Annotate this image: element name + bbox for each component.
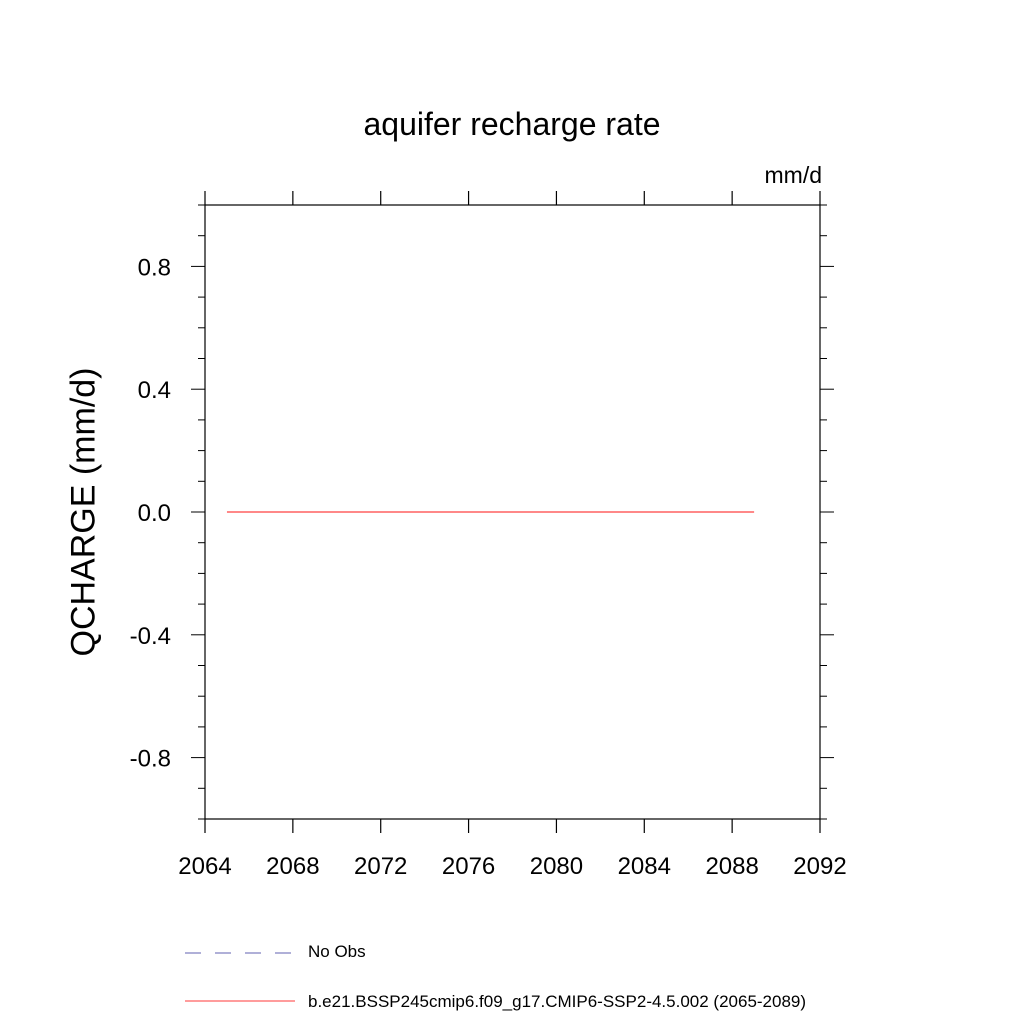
legend-label-no-obs: No Obs [308, 942, 366, 961]
y-tick-label: -0.4 [130, 623, 171, 650]
y-tick-label: 0.8 [138, 254, 171, 281]
x-tick-label: 2088 [705, 853, 758, 880]
chart-title: aquifer recharge rate [363, 106, 661, 142]
legend-label-model-run: b.e21.BSSP245cmip6.f09_g17.CMIP6-SSP2-4.… [308, 992, 807, 1011]
x-tick-label: 2084 [618, 853, 671, 880]
x-tick-label: 2068 [266, 853, 319, 880]
x-tick-label: 2072 [354, 853, 407, 880]
y-tick-label: 0.4 [138, 377, 171, 404]
legend-lines [185, 952, 295, 1002]
y-tick-label: -0.8 [130, 746, 171, 773]
y-tick-label: 0.0 [138, 500, 171, 527]
x-tick-label: 2080 [530, 853, 583, 880]
plot-axes: 2064 2068 2072 2076 2080 2084 2088 2092 0.8 0.4 0.… [130, 191, 847, 880]
x-tick-label: 2076 [442, 853, 495, 880]
x-tick-label: 2092 [793, 853, 846, 880]
x-tick-label: 2064 [178, 853, 231, 880]
units-label: mm/d [764, 162, 823, 188]
